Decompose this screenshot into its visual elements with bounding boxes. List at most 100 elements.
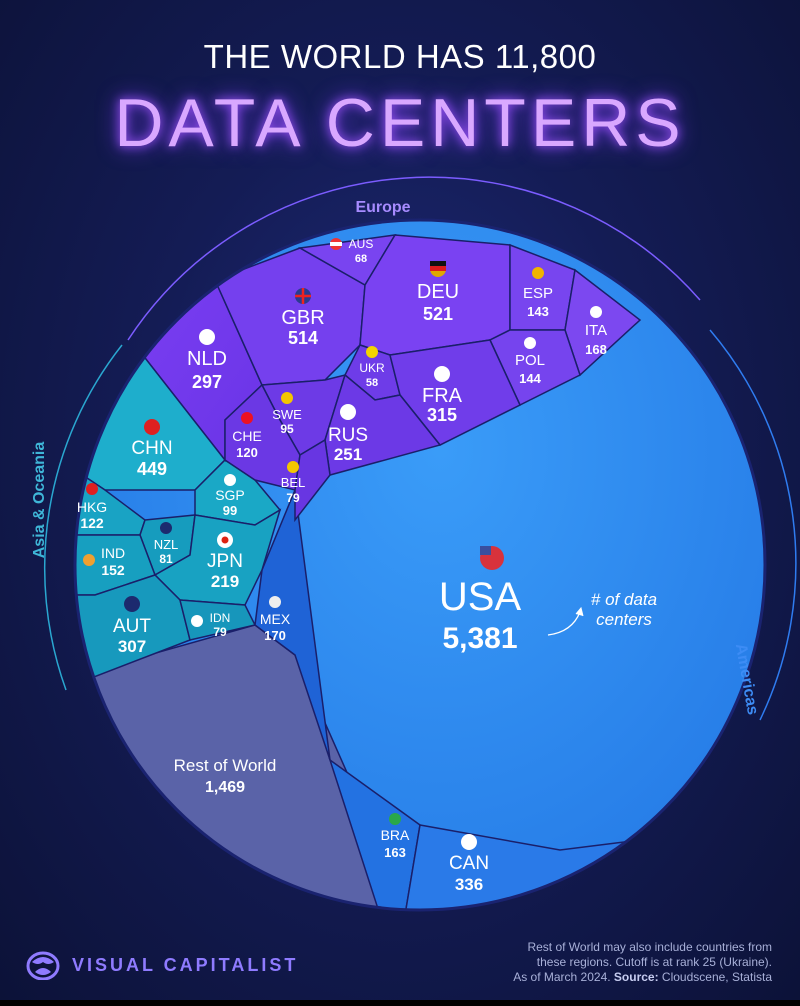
page-title: DATA CENTERS [114,85,686,161]
swe-flag-icon [281,392,293,404]
label-jpn-value: 219 [211,572,239,591]
brand-logo: VISUAL CAPITALIST [26,950,298,980]
label-chn-value: 449 [137,459,167,479]
label-nld-value: 297 [192,372,222,392]
fra-flag-icon [434,366,450,382]
source-text: Cloudscene, Statista [658,970,772,984]
label-ukr-value: 58 [366,377,378,389]
label-deu-value: 521 [423,304,453,324]
flag-icons [83,238,602,850]
che-flag-icon [241,412,253,424]
cell-fra [389,339,521,446]
ind-flag-icon [83,554,95,566]
region-label-asia: Asia & Oceania [31,442,48,559]
sgp-flag-icon [224,474,236,486]
region-label-europe: Europe [355,199,410,216]
label-aus-value: 68 [355,253,367,265]
label-can-value: 336 [455,875,483,894]
bottom-bar [0,1000,800,1006]
footnote-line3: As of March 2024. Source: Cloudscene, St… [442,970,772,985]
bra-flag-icon [389,813,401,825]
cell-bel [294,438,331,523]
aut-flag-icon [124,596,140,612]
chn-flag-icon [144,419,160,435]
annotation-arrow-icon [547,611,581,636]
label-deu-code: DEU [417,281,459,303]
label-ind-code: IND [101,545,125,561]
label-ita-value: 168 [585,342,607,357]
label-bra-code: BRA [381,827,410,843]
label-aus-code: AUS [349,237,374,251]
label-hkg-value: 122 [80,515,104,531]
hkg-flag-icon [86,483,98,495]
label-bra-value: 163 [384,845,406,860]
cell-bra [328,758,421,910]
brand-name: VISUAL CAPITALIST [72,954,299,975]
label-ind-value: 152 [101,562,125,578]
annotation-line2: centers [596,610,652,629]
idn-flag-icon [191,615,203,627]
pol-flag-icon [524,337,536,349]
label-bel-value: 79 [286,491,300,505]
nld-flag-icon [199,329,215,345]
label-usa-code: USA [439,575,522,619]
label-aut-value: 307 [118,637,146,656]
cell-mex [254,487,331,761]
footnote-line1: Rest of World may also include countries… [527,940,772,954]
label-ukr-code: UKR [359,361,385,375]
ukr-flag-icon [366,346,378,358]
cell-labels: USA 5,381 DEU 521 GBR 514 AUS 68 ESP 143… [77,237,607,894]
label-aut-code: AUT [113,616,151,637]
label-swe-code: SWE [272,407,302,422]
source-label: Source: [613,970,659,984]
esp-flag-icon [532,267,544,279]
label-bel-code: BEL [281,475,306,490]
label-sgp-code: SGP [215,487,245,503]
bel-flag-icon [287,461,299,473]
label-pol-code: POL [515,352,545,369]
label-hkg-code: HKG [77,499,107,515]
ita-flag-icon [590,306,602,318]
label-chn-code: CHN [131,438,172,459]
label-jpn-code: JPN [207,551,243,572]
label-esp-code: ESP [523,285,553,302]
label-row-code: Rest of World [174,756,277,775]
americas-arc [709,329,797,721]
label-idn-code: IDN [210,611,231,625]
footnote-line2: these regions. Cutoff is at rank 25 (Ukr… [536,955,772,969]
label-nzl-value: 81 [159,552,173,566]
label-sgp-value: 99 [223,503,237,518]
footnote: Rest of World may also include countries… [442,940,772,985]
label-gbr-code: GBR [281,307,324,329]
label-esp-value: 143 [527,304,549,319]
label-usa-value: 5,381 [442,622,517,655]
footnote-date: As of March 2024. [513,970,614,984]
subtitle: THE WORLD HAS 11,800 [203,38,597,75]
label-che-code: CHE [232,428,262,444]
label-pol-value: 144 [519,371,541,386]
label-nld-code: NLD [187,348,227,370]
cell-pol [489,329,581,407]
label-rus-code: RUS [328,425,368,446]
label-idn-value: 79 [213,625,227,639]
nzl-flag-icon [160,522,172,534]
rus-flag-icon [340,404,356,420]
label-row-value: 1,469 [205,779,245,796]
asia-arc [43,344,123,691]
mex-flag-icon [269,596,281,608]
label-ita-code: ITA [585,322,607,339]
label-che-value: 120 [236,445,258,460]
label-fra-code: FRA [422,385,463,407]
annotation-line1: # of data [591,590,657,609]
label-nzl-code: NZL [154,537,179,552]
can-flag-icon [461,834,477,850]
label-fra-value: 315 [427,405,457,425]
cell-idn [179,599,257,641]
label-swe-value: 95 [280,422,294,436]
annotation: # of data centers [547,590,657,636]
label-mex-code: MEX [260,611,291,627]
visual-capitalist-logo-icon [26,951,60,980]
label-mex-value: 170 [264,628,286,643]
